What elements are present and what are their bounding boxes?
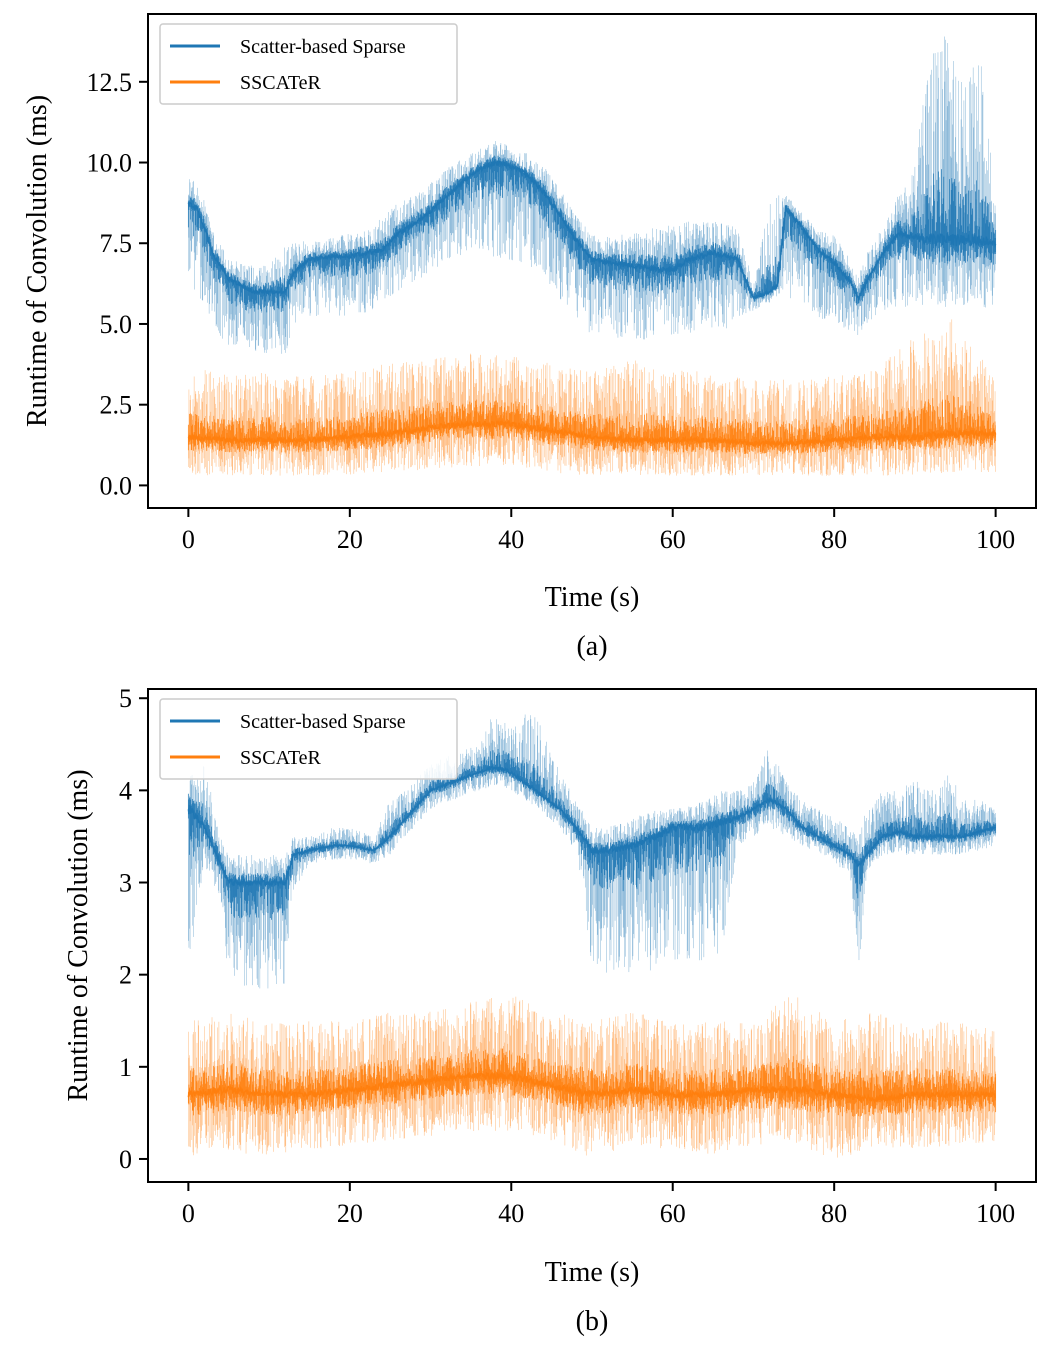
x-tick-label: 40 [498, 1199, 524, 1228]
series-layer [187, 714, 997, 1158]
y-tick-label: 2.5 [100, 391, 133, 420]
series-layer [187, 36, 997, 476]
series-spikes [188, 319, 996, 476]
y-tick-label: 0 [119, 1145, 132, 1174]
x-tick-label: 60 [660, 525, 686, 554]
y-tick-label: 12.5 [87, 68, 133, 97]
panel-label: (a) [576, 631, 607, 662]
series-line [187, 158, 997, 302]
chart-panel-b: 0 20 40 60 80 100 0 1 2 3 4 5 Time (s) Runtime of C… [63, 684, 1037, 1337]
series-scatter-based-sparse [187, 36, 997, 354]
legend-box [159, 698, 458, 780]
x-tick-label: 100 [976, 1199, 1015, 1228]
legend-label-scatter-based-sparse: Scatter-based Sparse [240, 36, 406, 58]
x-tick-label: 80 [821, 1199, 847, 1228]
y-axis-label: Runtime of Convolution (ms) [22, 95, 53, 427]
panel-label: (b) [576, 1306, 609, 1337]
y-tick-label: 5 [119, 684, 132, 713]
series-sscater [187, 996, 997, 1158]
series-line [187, 419, 997, 448]
x-axis-label: Time (s) [545, 582, 640, 613]
y-tick-label: 2 [119, 961, 132, 990]
legend: Scatter-based Sparse SSCATeR [159, 698, 458, 780]
legend-label-sscater: SSCATeR [240, 747, 322, 769]
series-line [187, 1071, 997, 1105]
plot-frame [147, 688, 1037, 1183]
legend-box [159, 23, 458, 105]
y-tick-label: 1 [119, 1053, 132, 1082]
chart-panel-a: 0 20 40 60 80 100 0.0 2.5 5.0 7.5 10.0 12.5 Time (s… [22, 13, 1037, 662]
y-tick-label: 10.0 [87, 149, 133, 178]
series-line [187, 765, 997, 888]
x-tick-label: 0 [182, 1199, 195, 1228]
y-tick-label: 3 [119, 869, 132, 898]
x-tick-label: 20 [337, 1199, 363, 1228]
x-tick-label: 20 [337, 525, 363, 554]
axis-ticks: 0 20 40 60 80 100 0 1 2 3 4 5 [119, 684, 1015, 1228]
axis-ticks: 0 20 40 60 80 100 0.0 2.5 5.0 7.5 10.0 12.5 [87, 68, 1016, 554]
legend-label-scatter-based-sparse: Scatter-based Sparse [240, 711, 406, 733]
x-tick-label: 100 [976, 525, 1015, 554]
plot-frame [147, 13, 1037, 509]
series-sscater [187, 319, 997, 476]
series-scatter-based-sparse [187, 714, 997, 989]
legend-label-sscater: SSCATeR [240, 72, 322, 94]
legend: Scatter-based Sparse SSCATeR [159, 23, 458, 105]
y-tick-label: 4 [119, 776, 132, 805]
y-tick-label: 0.0 [100, 471, 133, 500]
x-tick-label: 40 [498, 525, 524, 554]
y-tick-label: 5.0 [100, 310, 133, 339]
y-axis-label: Runtime of Convolution (ms) [63, 769, 94, 1101]
x-tick-label: 0 [182, 525, 195, 554]
x-tick-label: 60 [660, 1199, 686, 1228]
x-tick-label: 80 [821, 525, 847, 554]
y-tick-label: 7.5 [100, 229, 133, 258]
x-axis-label: Time (s) [545, 1257, 640, 1288]
